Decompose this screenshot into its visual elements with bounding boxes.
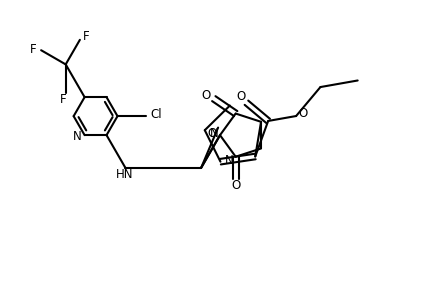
- Text: O: O: [231, 179, 240, 192]
- Text: N: N: [210, 127, 218, 140]
- Text: HN: HN: [116, 168, 133, 181]
- Text: O: O: [299, 107, 308, 120]
- Text: N: N: [73, 130, 82, 143]
- Text: N: N: [225, 154, 234, 167]
- Text: Cl: Cl: [150, 108, 161, 121]
- Text: O: O: [237, 90, 246, 103]
- Text: F: F: [30, 43, 36, 56]
- Text: F: F: [59, 93, 66, 106]
- Text: O: O: [201, 89, 210, 102]
- Text: O: O: [207, 127, 217, 140]
- Text: F: F: [82, 30, 89, 43]
